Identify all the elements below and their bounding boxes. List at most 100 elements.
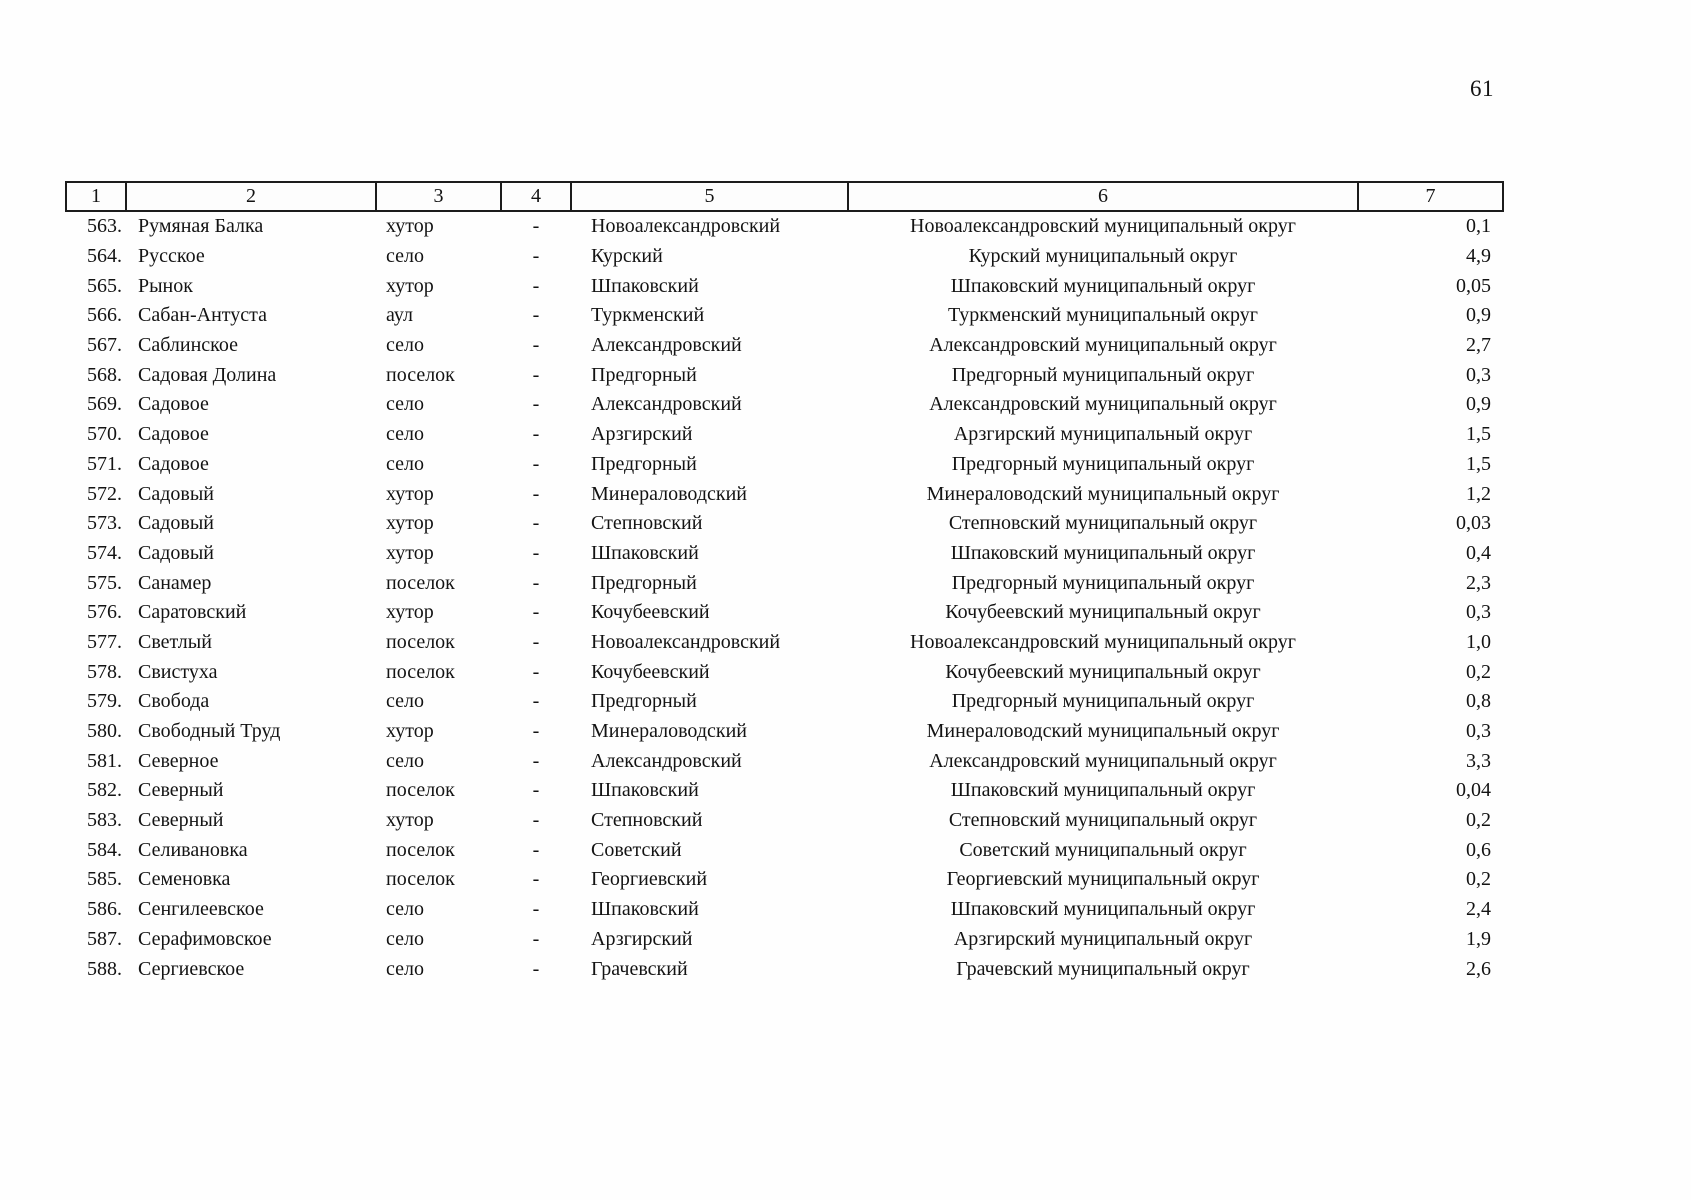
cell-area: 0,2: [1466, 809, 1491, 832]
cell-area: 2,7: [1466, 334, 1491, 357]
header-col-6: 6: [847, 181, 1359, 212]
cell-name: Сабан-Антуста: [138, 304, 267, 327]
cell-number: 568.: [87, 363, 122, 386]
cell-area: 0,4: [1466, 541, 1491, 564]
cell-type: поселок: [386, 630, 455, 653]
cell-number: 572.: [87, 482, 122, 505]
cell-dash: -: [532, 868, 540, 891]
cell-area: 0,2: [1466, 660, 1491, 683]
cell-okrug: Новоалександровский муниципальный округ: [910, 630, 1296, 653]
cell-okrug: Степновский муниципальный округ: [948, 512, 1258, 535]
cell-district: Предгорный: [591, 571, 697, 594]
cell-okrug: Георгиевский муниципальный округ: [946, 868, 1260, 891]
cell-district: Александровский: [591, 334, 742, 357]
table-header: 1 2 3 4 5 6 7: [65, 181, 1504, 212]
cell-type: аул: [386, 304, 413, 327]
cell-type: хутор: [386, 720, 434, 743]
cell-dash: -: [532, 927, 540, 950]
cell-okrug: Арзгирский муниципальный округ: [953, 423, 1253, 446]
cell-type: село: [386, 452, 424, 475]
cell-district: Минераловодский: [591, 482, 748, 505]
cell-type: поселок: [386, 868, 455, 891]
cell-number: 579.: [87, 690, 122, 713]
cell-district: Предгорный: [591, 363, 697, 386]
cell-type: хутор: [386, 274, 434, 297]
cell-area: 0,05: [1456, 274, 1491, 297]
cell-area: 0,3: [1466, 601, 1491, 624]
cell-okrug: Грачевский муниципальный округ: [956, 957, 1250, 980]
cell-number: 574.: [87, 541, 122, 564]
cell-type: хутор: [386, 601, 434, 624]
cell-area: 0,3: [1466, 720, 1491, 743]
cell-district: Шпаковский: [591, 541, 699, 564]
cell-district: Александровский: [591, 393, 742, 416]
cell-area: 1,5: [1466, 452, 1491, 475]
cell-dash: -: [532, 630, 540, 653]
cell-district: Кочубеевский: [591, 660, 710, 683]
cell-name: Русское: [138, 245, 205, 268]
table-row: 569. Садовое село - Александровский Александр…: [66, 390, 1503, 420]
cell-name: Светлый: [138, 630, 212, 653]
cell-type: село: [386, 690, 424, 713]
cell-area: 1,5: [1466, 423, 1491, 446]
cell-dash: -: [532, 660, 540, 683]
table-row: 571. Садовое село - Предгорный Предгорный мун…: [66, 450, 1503, 480]
cell-dash: -: [532, 749, 540, 772]
cell-okrug: Шпаковский муниципальный округ: [950, 779, 1256, 802]
cell-district: Минераловодский: [591, 720, 748, 743]
table-row: 585. Семеновка поселок - Георгиевский Георгие…: [66, 865, 1503, 895]
cell-dash: -: [532, 363, 540, 386]
cell-name: Семеновка: [138, 868, 231, 891]
cell-type: село: [386, 334, 424, 357]
cell-dash: -: [532, 423, 540, 446]
cell-okrug: Минераловодский муниципальный округ: [926, 720, 1280, 743]
cell-type: хутор: [386, 541, 434, 564]
cell-district: Арзгирский: [591, 423, 693, 446]
cell-name: Сенгилеевское: [138, 898, 264, 921]
cell-area: 0,1: [1466, 215, 1491, 238]
cell-okrug: Курский муниципальный округ: [968, 245, 1238, 268]
cell-district: Степновский: [591, 512, 703, 535]
cell-area: 3,3: [1466, 749, 1491, 772]
cell-area: 1,0: [1466, 630, 1491, 653]
cell-area: 2,6: [1466, 957, 1491, 980]
header-col-3: 3: [375, 181, 502, 212]
cell-number: 585.: [87, 868, 122, 891]
cell-okrug: Предгорный муниципальный округ: [951, 571, 1255, 594]
cell-district: Георгиевский: [591, 868, 708, 891]
cell-dash: -: [532, 898, 540, 921]
table-row: 575. Санамер поселок - Предгорный Предгорный …: [66, 568, 1503, 598]
cell-name: Санамер: [138, 571, 212, 594]
table-row: 573. Садовый хутор - Степновский Степновский …: [66, 509, 1503, 539]
cell-number: 563.: [87, 215, 122, 238]
cell-district: Предгорный: [591, 690, 697, 713]
cell-name: Садовое: [138, 393, 209, 416]
cell-dash: -: [532, 482, 540, 505]
cell-dash: -: [532, 601, 540, 624]
table-row: 564. Русское село - Курский Курский муниципал…: [66, 242, 1503, 272]
table-row: 579. Свобода село - Предгорный Предгорный мун…: [66, 687, 1503, 717]
cell-okrug: Кочубеевский муниципальный округ: [945, 660, 1261, 683]
cell-name: Садовое: [138, 452, 209, 475]
cell-number: 570.: [87, 423, 122, 446]
cell-okrug: Предгорный муниципальный округ: [951, 363, 1255, 386]
cell-area: 4,9: [1466, 245, 1491, 268]
cell-okrug: Новоалександровский муниципальный округ: [910, 215, 1296, 238]
cell-dash: -: [532, 720, 540, 743]
cell-name: Северный: [138, 809, 224, 832]
cell-number: 581.: [87, 749, 122, 772]
cell-okrug: Минераловодский муниципальный округ: [926, 482, 1280, 505]
cell-dash: -: [532, 274, 540, 297]
cell-name: Саблинское: [138, 334, 238, 357]
cell-number: 571.: [87, 452, 122, 475]
cell-dash: -: [532, 215, 540, 238]
cell-district: Степновский: [591, 809, 703, 832]
cell-type: хутор: [386, 512, 434, 535]
cell-dash: -: [532, 512, 540, 535]
table-row: 582. Северный поселок - Шпаковский Шпаковский…: [66, 776, 1503, 806]
cell-okrug: Предгорный муниципальный округ: [951, 690, 1255, 713]
cell-okrug: Шпаковский муниципальный округ: [950, 274, 1256, 297]
cell-number: 580.: [87, 720, 122, 743]
cell-type: село: [386, 245, 424, 268]
